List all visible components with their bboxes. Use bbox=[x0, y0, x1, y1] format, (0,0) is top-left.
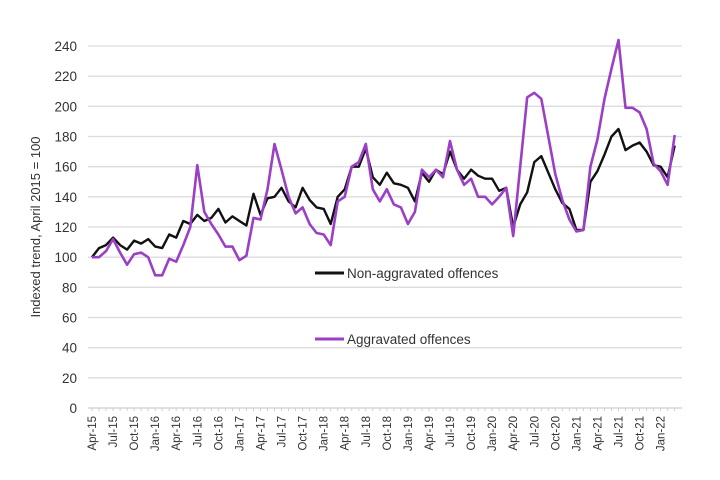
y-tick-label: 220 bbox=[54, 69, 77, 84]
x-tick-label: Jan-22 bbox=[656, 416, 668, 451]
legend-label-aggravated: Aggravated offences bbox=[347, 332, 471, 347]
x-tick-label: Jan-17 bbox=[234, 416, 246, 451]
y-tick-label: 100 bbox=[54, 250, 77, 265]
y-tick-label: 120 bbox=[54, 220, 77, 235]
y-tick-label: 140 bbox=[54, 190, 77, 205]
y-axis-label: Indexed trend, April 2015 = 100 bbox=[28, 136, 43, 317]
y-tick-label: 240 bbox=[54, 39, 77, 54]
y-tick-label: 40 bbox=[62, 341, 77, 356]
x-tick-label: Oct-20 bbox=[550, 416, 562, 451]
x-tick-label: Apr-21 bbox=[592, 416, 604, 451]
x-tick-label: Apr-19 bbox=[424, 416, 436, 451]
y-tick-label: 60 bbox=[62, 311, 77, 326]
y-tick-label: 80 bbox=[62, 280, 77, 295]
x-tick-label: Jul-19 bbox=[445, 416, 457, 447]
x-tick-label: Jul-17 bbox=[277, 416, 289, 447]
x-tick-label: Jan-18 bbox=[319, 416, 331, 451]
x-tick-label: Jan-16 bbox=[150, 416, 162, 451]
y-tick-label: 0 bbox=[69, 401, 77, 416]
x-tick-label: Apr-17 bbox=[255, 416, 267, 451]
x-tick-label: Jul-20 bbox=[529, 416, 541, 447]
y-axis-ticks: 0 20 40 60 80 100 120 140 160 180 200 220 240 bbox=[54, 39, 77, 416]
y-tick-label: 180 bbox=[54, 130, 77, 145]
x-tick-label: Oct-19 bbox=[466, 416, 478, 451]
series-line-aggravated bbox=[92, 38, 676, 277]
series-lines bbox=[91, 38, 676, 277]
x-tick-label: Oct-16 bbox=[213, 416, 225, 451]
x-tick-label: Jul-18 bbox=[361, 416, 373, 447]
gridlines bbox=[88, 45, 682, 409]
x-tick-label: Jul-21 bbox=[614, 416, 626, 447]
x-tick-label: Apr-20 bbox=[508, 416, 520, 451]
y-tick-label: 200 bbox=[54, 99, 77, 114]
x-tick-label: Jan-20 bbox=[487, 416, 499, 451]
y-tick-label: 20 bbox=[62, 371, 77, 386]
x-tick-label: Oct-21 bbox=[635, 416, 647, 451]
y-tick-label: 160 bbox=[54, 160, 77, 175]
x-tick-label: Apr-16 bbox=[171, 416, 183, 451]
x-tick-label: Oct-15 bbox=[129, 416, 141, 451]
x-tick-label: Apr-18 bbox=[340, 416, 352, 451]
x-tick-label: Jul-15 bbox=[108, 416, 120, 447]
legend-label-non-aggravated: Non-aggravated offences bbox=[347, 266, 499, 281]
x-tick-label: Jan-19 bbox=[403, 416, 415, 451]
x-tick-label: Oct-17 bbox=[298, 416, 310, 451]
legend: Non-aggravated offences Aggravated offen… bbox=[315, 266, 499, 347]
x-tick-label: Oct-18 bbox=[382, 416, 394, 451]
x-tick-label: Jul-16 bbox=[192, 416, 204, 447]
x-axis-ticks: Apr-15 Jul-15 Oct-15 Jan-16 Apr-16 Jul-16 Oct-… bbox=[87, 408, 676, 451]
x-tick-label: Apr-15 bbox=[87, 416, 99, 451]
x-tick-label: Jan-21 bbox=[571, 416, 583, 451]
